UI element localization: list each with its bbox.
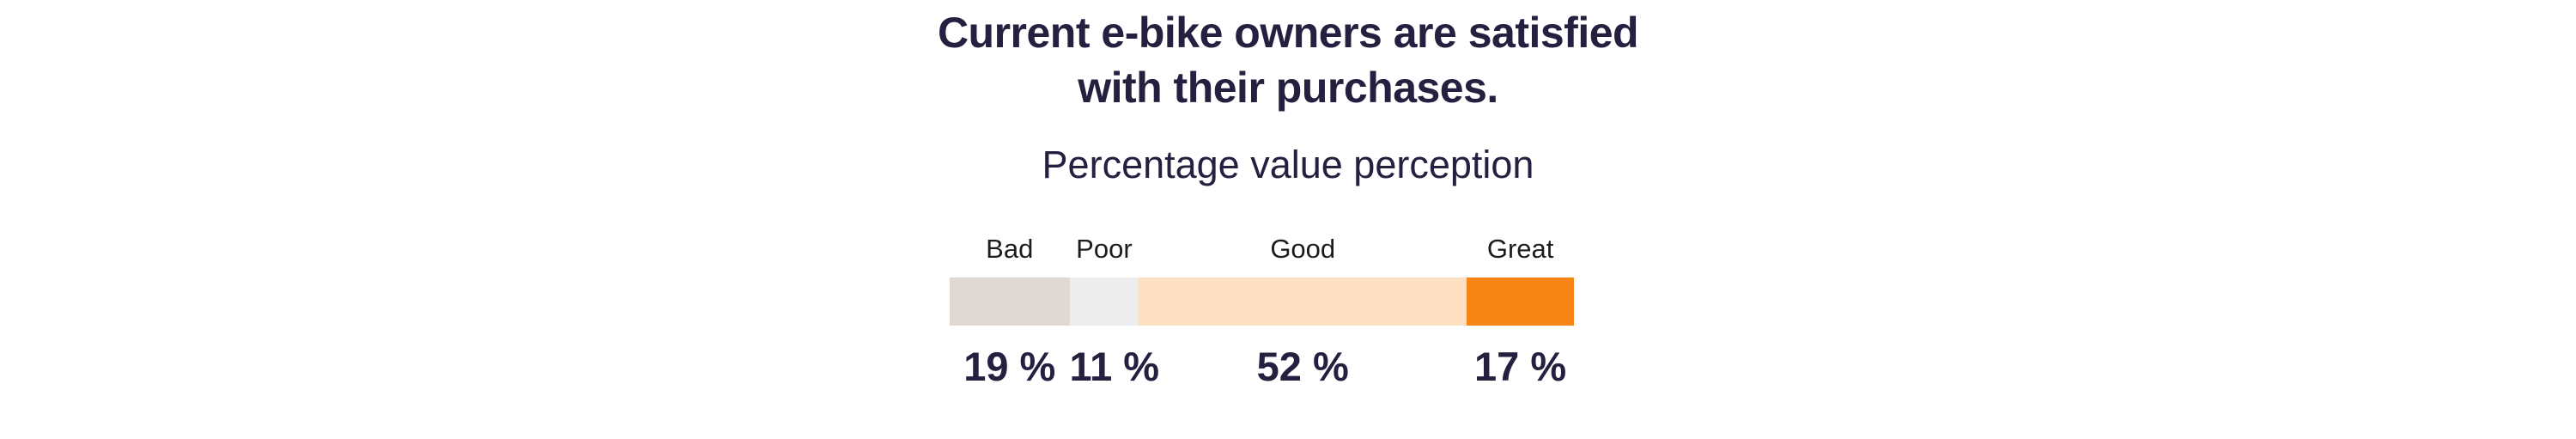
chart-subtitle: Percentage value perception [1042,143,1534,186]
value-label: 17 % [1474,344,1567,389]
chart-title-line1: Current e-bike owners are satisfied [937,9,1639,57]
bar-segment [1069,277,1139,326]
category-label: Bad [986,234,1034,264]
bar-segment-group-great: Great 17 % [1467,233,1575,391]
value-label: 11 % [1069,344,1160,389]
bar-segment [1139,277,1467,326]
value-label: 52 % [1256,344,1349,389]
category-label: Good [1270,234,1336,264]
bar-segment-group-poor: Poor 11 % [1069,233,1160,391]
stacked-bar-chart: Bad 19 % Poor 11 % Good 52 % Great 17 % [950,233,1575,391]
bar-segment [950,277,1070,326]
chart-title-line2: with their purchases. [1078,64,1498,112]
category-label: Poor [1076,234,1133,264]
bar-segment-group-good: Good 52 % [1139,233,1467,391]
bar-segment-group-bad: Bad 19 % [950,233,1070,391]
value-label: 19 % [963,344,1056,389]
category-label: Great [1486,234,1554,264]
bar-segment [1467,277,1575,326]
chart-title: Current e-bike owners are satisfied with… [0,5,2576,115]
